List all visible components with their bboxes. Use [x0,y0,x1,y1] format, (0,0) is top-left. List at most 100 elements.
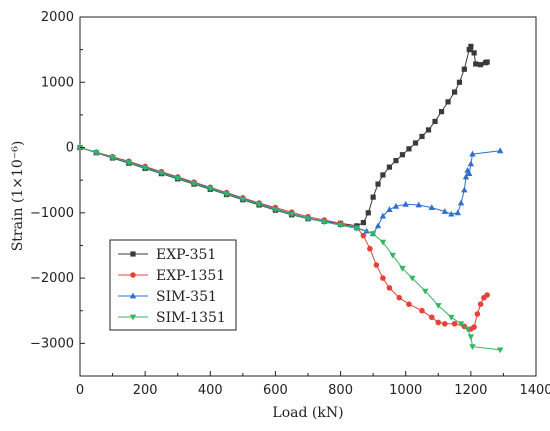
data-point-sim-351 [428,204,435,210]
data-point-sim-1351 [272,207,279,213]
data-point-sim-351 [386,206,393,212]
data-point-exp-351 [412,140,419,146]
data-point-sim-1351 [389,252,396,259]
data-point-sim-1351 [496,347,504,354]
data-point-sim-1351 [448,314,455,321]
data-point-exp-351 [399,152,406,158]
data-point-exp-351 [360,220,366,226]
data-point-exp-351 [445,99,451,105]
data-point-exp-1351 [386,285,393,291]
x-tick-label: 400 [198,383,223,398]
x-axis: 0 200 400 600 800 1000 1200 1400 [76,371,550,398]
legend-item-sim-1351: SIM-1351 [118,310,226,326]
y-axis-title: Strain (1×10⁻⁶) [10,141,26,252]
data-point-sim-351 [466,170,473,177]
legend-marker [130,272,136,278]
data-point-exp-351 [451,89,458,95]
legend-marker [130,251,136,257]
data-point-exp-351 [468,43,474,49]
data-point-sim-1351 [174,175,181,182]
legend: EXP-351 EXP-1351 SIM-351 SIM-1351 [109,239,237,331]
data-point-sim-1351 [93,150,100,156]
x-tick-label: 600 [263,383,288,398]
data-point-sim-1351 [109,154,116,161]
y-tick-label: −3000 [30,336,74,351]
data-point-sim-351 [441,208,448,214]
data-point-exp-351 [471,50,477,56]
x-tick-label: 1400 [519,383,550,398]
data-point-exp-351 [406,146,412,152]
series-exp-351 [77,43,490,229]
data-point-exp-1351 [428,314,435,321]
legend-label: SIM-1351 [156,310,226,326]
data-point-sim-1351 [379,239,387,246]
legend-marker [129,314,137,321]
data-point-exp-1351 [373,262,380,268]
data-point-exp-351 [365,210,371,216]
data-point-exp-351 [386,164,393,170]
data-point-exp-1351 [435,319,442,326]
data-point-sim-351 [496,147,504,154]
data-point-sim-351 [448,210,455,217]
data-point-sim-1351 [353,226,361,232]
data-point-sim-351 [402,200,409,207]
data-point-sim-1351 [190,181,198,187]
data-point-exp-351 [473,61,479,67]
data-point-sim-1351 [321,219,328,226]
data-point-exp-1351 [419,307,425,314]
data-point-exp-1351 [451,320,458,327]
data-point-exp-351 [380,172,386,178]
y-tick-label: −2000 [30,271,74,286]
data-point-sim-1351 [223,191,230,198]
legend-marker [129,292,137,299]
data-point-sim-1351 [464,326,471,333]
data-point-sim-1351 [467,334,475,341]
data-point-exp-351 [393,158,399,164]
legend-label: EXP-1351 [156,268,225,284]
legend-label: SIM-351 [156,289,217,305]
data-point-sim-351 [462,173,470,180]
legend-label: EXP-351 [156,247,216,263]
data-point-exp-1351 [474,311,481,317]
data-point-exp-351 [461,66,467,72]
data-point-exp-1351 [471,324,477,330]
data-point-exp-351 [425,127,432,133]
data-point-exp-1351 [406,301,412,308]
x-tick-label: 1000 [389,383,422,398]
y-tick-label: −1000 [30,206,74,221]
data-point-sim-351 [457,199,465,206]
data-point-sim-1351 [435,303,442,309]
y-axis: −3000 −2000 −1000 0 1000 2000 [30,10,85,377]
series-line-exp-351 [79,45,488,227]
data-point-sim-1351 [158,170,165,177]
x-axis-title: Load (kN) [272,405,343,421]
data-point-sim-1351 [337,222,344,229]
x-tick-label: 800 [328,383,353,398]
data-point-sim-1351 [422,288,429,295]
data-point-sim-351 [469,150,476,157]
data-point-sim-1351 [469,344,476,351]
x-tick-label: 0 [76,383,84,398]
data-point-sim-1351 [369,231,377,238]
y-tick-label: 1000 [41,75,74,90]
data-point-exp-351 [484,59,490,65]
data-point-sim-351 [415,201,422,208]
data-point-sim-351 [461,186,468,193]
data-point-sim-351 [454,209,462,216]
x-tick-label: 1200 [454,383,487,398]
data-point-exp-1351 [442,320,448,327]
data-point-exp-351 [419,133,425,140]
data-point-exp-1351 [396,294,403,301]
data-point-sim-351 [467,160,475,167]
data-point-exp-351 [370,194,376,200]
data-point-exp-351 [456,79,463,85]
legend-item-exp-1351: EXP-1351 [118,268,225,284]
data-point-sim-351 [392,202,400,209]
data-point-exp-1351 [360,232,367,239]
data-point-sim-1351 [409,275,416,282]
legend-item-exp-351: EXP-351 [118,247,216,263]
data-point-exp-1351 [380,275,386,281]
data-point-sim-1351 [255,201,263,208]
data-point-sim-351 [374,222,382,229]
